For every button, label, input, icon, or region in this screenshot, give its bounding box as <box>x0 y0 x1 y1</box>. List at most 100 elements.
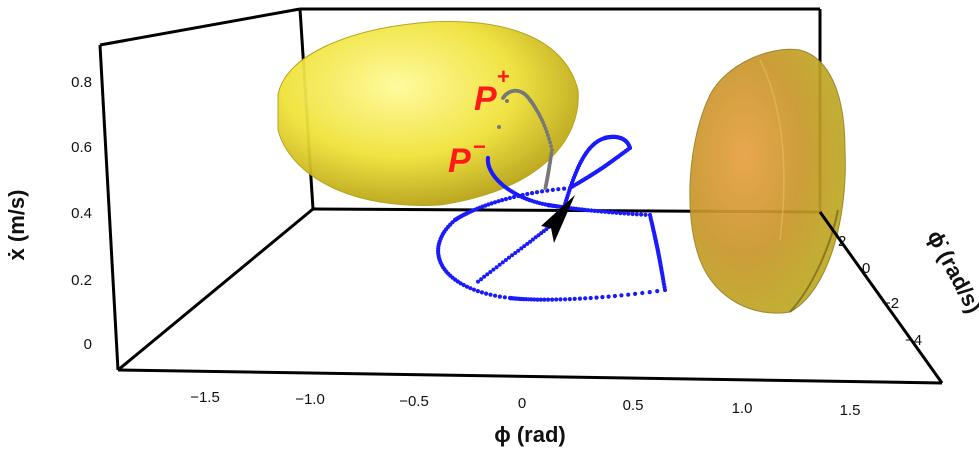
blue-trajectory-point <box>626 211 631 216</box>
blue-trajectory-point <box>525 241 530 246</box>
blue-trajectory-point <box>503 197 508 202</box>
blue-trajectory-point <box>535 297 540 302</box>
blue-trajectory-point <box>599 209 604 214</box>
surface-right <box>689 48 846 314</box>
blue-trajectory-point <box>494 265 499 270</box>
blue-trajectory-point <box>489 201 494 206</box>
blue-trajectory-point <box>482 274 487 279</box>
x-tick-3: 0 <box>518 395 526 412</box>
box-front-edges <box>117 207 944 385</box>
blue-trajectory-point <box>479 277 484 282</box>
blue-trajectory-point <box>588 295 593 301</box>
gray-trajectory-point <box>543 126 548 131</box>
blue-trajectory-point <box>511 194 517 200</box>
blue-trajectory-point <box>647 290 652 295</box>
blue-trajectory-point <box>503 258 508 262</box>
blue-trajectory-point <box>461 282 466 288</box>
blue-trajectory-point <box>479 290 484 295</box>
blue-trajectory-point <box>475 289 480 294</box>
gray-trajectory-point <box>548 140 552 145</box>
gray-trajectory-point <box>544 130 549 134</box>
y-axis-ticks: 2 0 −2 −4 <box>838 233 922 349</box>
blue-trajectory-point <box>634 212 639 217</box>
blue-trajectory-point <box>516 193 521 199</box>
blue-trajectory-point <box>606 210 611 215</box>
blue-trajectory-point <box>589 208 594 213</box>
blue-trajectory-point <box>522 244 527 249</box>
label-p-plus: P + <box>474 64 510 118</box>
blue-trajectory-point <box>488 292 493 297</box>
x-tick-0: −1.5 <box>190 389 220 406</box>
z-axis-ticks: 0 0.2 0.4 0.6 0.8 <box>71 74 92 353</box>
blue-trajectory-point <box>546 297 551 302</box>
direction-arrow <box>541 195 575 243</box>
y-tick-1: 0 <box>862 260 870 277</box>
gray-trajectory-point <box>541 120 546 125</box>
blue-trajectory-point <box>610 210 615 215</box>
gray-trajectory-point <box>546 133 550 138</box>
x-tick-1: −1.0 <box>295 391 325 408</box>
blue-trajectory-point <box>520 192 525 198</box>
blue-trajectory-point <box>493 293 498 298</box>
y-tick-0: 2 <box>838 233 846 250</box>
gray-trajectory-point <box>550 148 554 152</box>
blue-trajectory-point <box>516 248 521 253</box>
blue-trajectory-point <box>533 235 538 240</box>
y-axis-title: ϕ̇ (rad/s) <box>922 226 979 317</box>
blue-trajectory-point <box>525 191 530 197</box>
blue-trajectory-point <box>538 297 543 302</box>
surface-left <box>277 21 579 206</box>
blue-trajectory-point <box>540 189 545 194</box>
blue-trajectory-point <box>606 294 611 299</box>
blue-trajectory-point <box>550 297 555 302</box>
blue-trajectory-point <box>536 233 541 238</box>
blue-trajectory-point <box>600 295 605 300</box>
blue-trajectory-point <box>496 199 501 204</box>
blue-trajectory-point <box>468 286 473 291</box>
gray-trajectory-point <box>542 123 547 128</box>
x-axis-title: ϕ (rad) <box>494 422 566 447</box>
blue-trajectory-point <box>488 270 493 274</box>
blue-trajectory-point <box>497 262 502 267</box>
y-tick-2: −2 <box>882 295 899 312</box>
label-p-plus-main: P <box>474 80 497 118</box>
y-tick-3: −4 <box>905 332 922 349</box>
blue-trajectory-point <box>583 296 588 301</box>
gray-trajectory-point <box>549 151 554 155</box>
blue-trajectory-point <box>542 297 547 302</box>
blue-trajectory-point <box>507 255 511 260</box>
blue-trajectory-point <box>563 297 568 302</box>
blue-trajectory-point <box>655 289 660 294</box>
blue-trajectory-point <box>554 297 559 302</box>
blue-trajectory-point <box>630 211 635 217</box>
label-p-plus-sup: + <box>497 64 510 89</box>
blue-trajectory-point <box>622 211 627 216</box>
blue-trajectory-point <box>486 202 491 207</box>
blue-trajectory-point <box>603 209 608 214</box>
blue-trajectory-point <box>619 293 624 298</box>
z-tick-1: 0.2 <box>71 272 92 289</box>
blue-trajectory <box>436 134 668 302</box>
z-axis-title: ẋ (m/s) <box>4 190 29 261</box>
blue-trajectory-point <box>595 209 601 214</box>
blue-trajectory-point <box>530 191 535 196</box>
blue-trajectory-point <box>510 253 515 258</box>
label-p-minus: P − <box>448 134 486 180</box>
x-tick-4: 0.5 <box>623 397 644 414</box>
blue-trajectory-point <box>507 295 513 301</box>
gray-trajectory-point <box>549 144 553 149</box>
label-p-minus-main: P <box>448 142 471 180</box>
blue-trajectory-point <box>491 267 496 272</box>
blue-trajectory-point <box>592 208 597 213</box>
blue-trajectory-point <box>534 190 540 195</box>
blue-trajectory-point <box>550 187 555 192</box>
x-tick-2: −0.5 <box>399 393 429 410</box>
blue-trajectory-point <box>530 237 535 242</box>
blue-trajectory-point <box>484 291 489 296</box>
blue-trajectory-point <box>583 207 588 212</box>
blue-trajectory-point <box>500 198 505 203</box>
blue-trajectory-point <box>577 296 583 301</box>
blue-trajectory-point <box>662 287 668 293</box>
z-tick-0: 0 <box>84 336 92 353</box>
